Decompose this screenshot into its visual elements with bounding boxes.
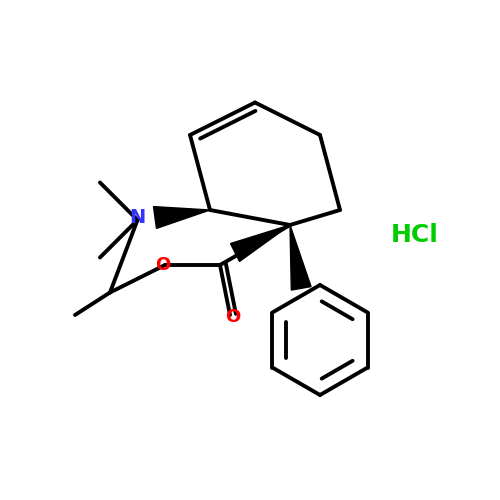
Text: N: N [130, 208, 146, 227]
Polygon shape [290, 225, 311, 290]
Text: O: O [155, 256, 170, 274]
Text: O: O [225, 308, 240, 326]
Polygon shape [230, 225, 290, 262]
Text: HCl: HCl [391, 223, 439, 247]
Polygon shape [154, 206, 210, 229]
